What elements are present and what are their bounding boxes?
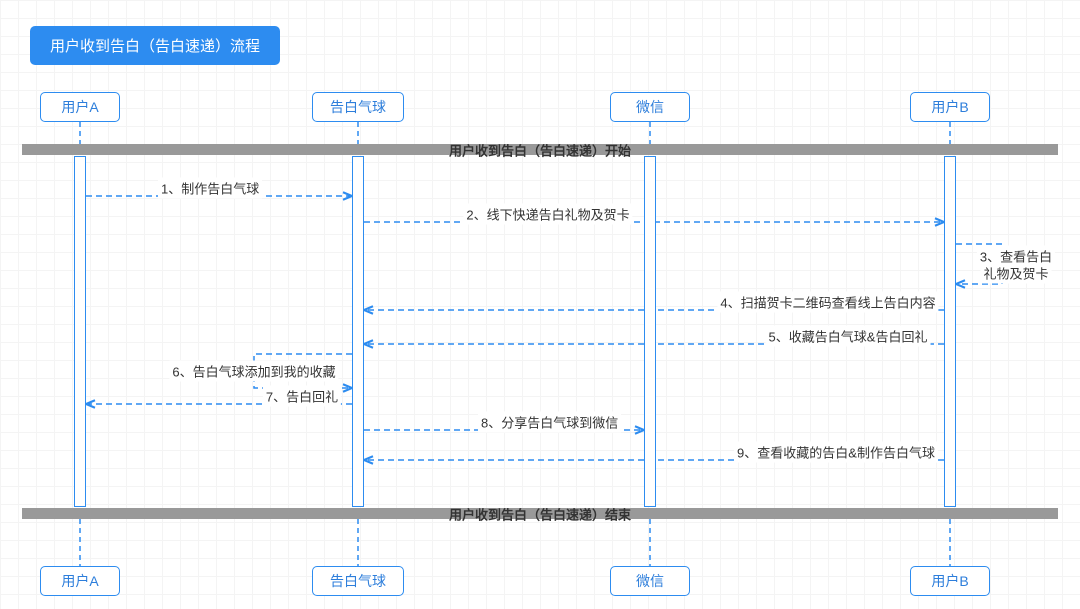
lifeline-activation [944, 156, 956, 507]
lane-foot: 用户A [40, 566, 120, 596]
lane-head: 告白气球 [312, 92, 404, 122]
lifeline-activation [644, 156, 656, 507]
lane-head: 微信 [610, 92, 690, 122]
message-label: 5、收藏告白气球&告白回礼 [766, 326, 931, 347]
message-label: 9、查看收藏的告白&制作告白气球 [734, 442, 938, 463]
self-message-label: 礼物及贺卡 [980, 263, 1051, 284]
lane-foot: 微信 [610, 566, 690, 596]
lifeline-activation [74, 156, 86, 507]
lane-foot: 告白气球 [312, 566, 404, 596]
message-label: 2、线下快递告白礼物及贺卡 [463, 204, 632, 225]
self-message-label: 6、告白气球添加到我的收藏 [169, 361, 338, 382]
lifeline-activation [352, 156, 364, 507]
message-label: 4、扫描贺卡二维码查看线上告白内容 [717, 292, 938, 313]
phase-label-start: 用户收到告白（告白速递）开始 [449, 141, 631, 160]
lane-foot: 用户B [910, 566, 990, 596]
lane-head: 用户B [910, 92, 990, 122]
lane-head: 用户A [40, 92, 120, 122]
message-label: 1、制作告白气球 [158, 178, 262, 199]
message-label: 8、分享告白气球到微信 [478, 412, 621, 433]
phase-label-end: 用户收到告白（告白速递）结束 [449, 505, 631, 524]
message-label: 7、告白回礼 [263, 386, 341, 407]
